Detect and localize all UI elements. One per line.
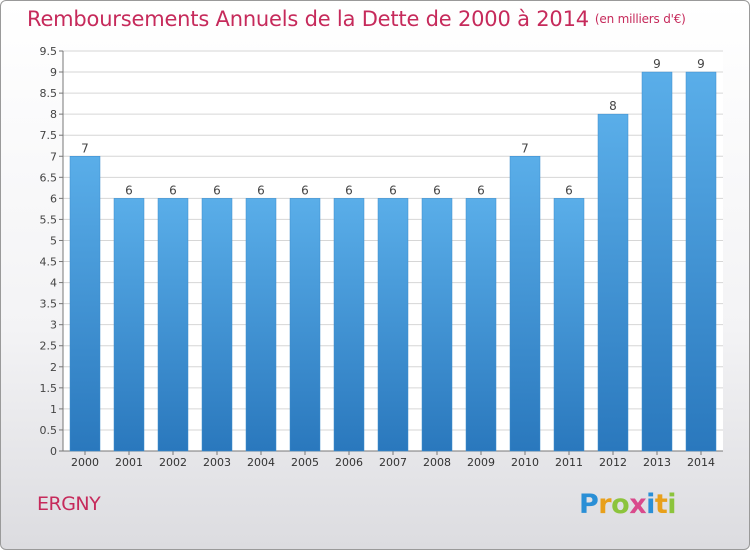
logo-letter: P (579, 489, 599, 520)
x-tick-label-2001: 2001 (115, 456, 143, 469)
y-tick-label: 0.5 (40, 424, 58, 437)
data-label-2000: 7 (81, 141, 89, 155)
data-label-2001: 6 (125, 183, 133, 197)
x-tick-label-2009: 2009 (467, 456, 495, 469)
data-label-2014: 9 (697, 57, 705, 71)
x-tick-label-2002: 2002 (159, 456, 187, 469)
bar-2009 (465, 198, 497, 452)
y-tick-label: 0 (50, 445, 57, 458)
bar-2004 (245, 198, 277, 452)
data-label-2003: 6 (213, 183, 221, 197)
data-label-2011: 6 (565, 183, 573, 197)
bar-2014 (685, 71, 717, 452)
chart-title: Remboursements Annuels de la Dette de 20… (27, 7, 686, 31)
y-tick-label: 8.5 (40, 87, 58, 100)
y-tick-label: 3 (50, 319, 57, 332)
y-tick-label: 2.5 (40, 340, 58, 353)
data-label-2008: 6 (433, 183, 441, 197)
data-label-2012: 8 (609, 99, 617, 113)
data-label-2010: 7 (521, 141, 529, 155)
bar-2011 (553, 198, 585, 452)
proxiti-logo[interactable]: Proxiti (579, 489, 677, 520)
bar-2001 (113, 198, 145, 452)
bar-2007 (377, 198, 409, 452)
y-tick-label: 2 (50, 361, 57, 374)
y-tick-label: 5 (50, 234, 57, 247)
x-tick-label-2013: 2013 (643, 456, 671, 469)
bar-2003 (201, 198, 233, 452)
y-tick-label: 5.5 (40, 213, 58, 226)
data-label-2009: 6 (477, 183, 485, 197)
bar-2002 (157, 198, 189, 452)
bar-2013 (641, 71, 673, 452)
y-tick-label: 7.5 (40, 129, 58, 142)
logo-letter: x (629, 489, 647, 520)
data-label-2013: 9 (653, 57, 661, 71)
logo-letter: t (654, 489, 668, 520)
place-name: ERGNY (37, 493, 101, 515)
x-tick-label-2007: 2007 (379, 456, 407, 469)
logo-letter: o (611, 489, 630, 520)
logo-letter: i (667, 489, 677, 520)
y-tick-label: 9.5 (40, 45, 58, 58)
y-tick-label: 1.5 (40, 382, 58, 395)
bar-2010 (509, 156, 541, 452)
x-tick-label-2006: 2006 (335, 456, 363, 469)
x-tick-label-2003: 2003 (203, 456, 231, 469)
y-tick-label: 1 (50, 403, 57, 416)
x-tick-label-2012: 2012 (599, 456, 627, 469)
logo-letter: i (646, 489, 655, 520)
data-label-2005: 6 (301, 183, 309, 197)
x-tick-label-2010: 2010 (511, 456, 539, 469)
x-tick-label-2004: 2004 (247, 456, 275, 469)
y-tick-label: 8 (50, 108, 57, 121)
y-tick-label: 4 (50, 277, 57, 290)
data-label-2006: 6 (345, 183, 353, 197)
bar-2012 (597, 113, 629, 452)
bar-2005 (289, 198, 321, 452)
y-tick-label: 6 (50, 192, 57, 205)
x-tick-label-2008: 2008 (423, 456, 451, 469)
x-tick-label-2005: 2005 (291, 456, 319, 469)
x-tick-label-2014: 2014 (687, 456, 715, 469)
y-tick-label: 4.5 (40, 256, 58, 269)
bar-2006 (333, 198, 365, 452)
data-label-2002: 6 (169, 183, 177, 197)
data-label-2004: 6 (257, 183, 265, 197)
y-tick-label: 3.5 (40, 298, 58, 311)
y-tick-label: 6.5 (40, 171, 58, 184)
y-tick-label: 9 (50, 66, 57, 79)
x-tick-label-2011: 2011 (555, 456, 583, 469)
bar-2008 (421, 198, 453, 452)
x-tick-label-2000: 2000 (71, 456, 99, 469)
chart-title-text: Remboursements Annuels de la Dette de 20… (27, 7, 589, 31)
chart-subtitle: (en milliers d'€) (594, 12, 686, 26)
bar-2000 (69, 156, 101, 452)
y-tick-label: 7 (50, 150, 57, 163)
data-label-2007: 6 (389, 183, 397, 197)
logo-letter: r (598, 489, 612, 520)
